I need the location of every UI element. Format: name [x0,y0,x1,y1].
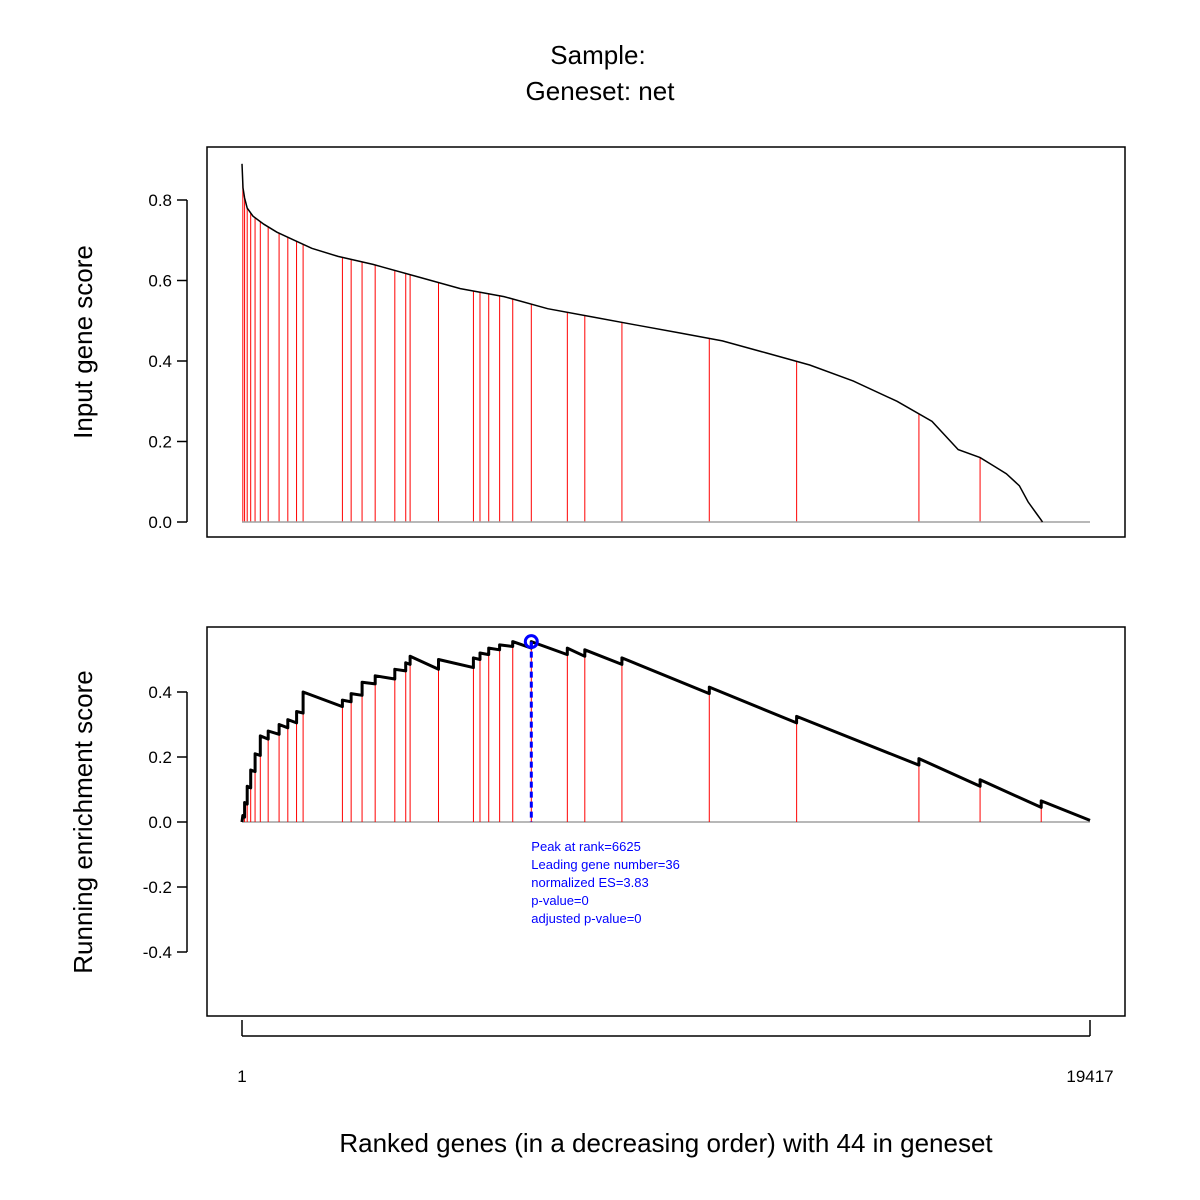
peak-annotation-1: Leading gene number=36 [531,857,680,872]
title-sample: Sample: [550,40,645,70]
bottom-ytick-label-3: 0.2 [148,748,172,767]
x-axis-label: Ranked genes (in a decreasing order) wit… [339,1128,993,1158]
top-ytick-label-0: 0.0 [148,513,172,532]
gene-score-curve [241,163,1044,523]
bottom-ytick-label-4: 0.4 [148,683,172,702]
top-hit-lines [242,182,1042,522]
running-es-line [240,640,1091,823]
title-geneset: Geneset: net [526,76,676,106]
peak-annotation-3: p-value=0 [531,893,588,908]
top-ytick-label-3: 0.6 [148,272,172,291]
bottom-ytick-label-1: -0.2 [143,878,172,897]
peak-annotation-2: normalized ES=3.83 [531,875,648,890]
top-ytick-label-4: 0.8 [148,191,172,210]
bottom-ytick-label-0: -0.4 [143,943,172,962]
running-es-curve [240,640,1091,823]
bottom-xtick-label-0: 1 [237,1067,246,1086]
top-ytick-label-2: 0.4 [148,352,172,371]
peak-annotations: Peak at rank=6625 Leading gene number=36 n… [531,839,680,926]
peak-annotation-0: Peak at rank=6625 [531,839,641,854]
gene-score-line [241,163,1044,523]
bottom-ylabel: Running enrichment score [68,670,98,974]
peak-marker-group [523,634,539,822]
enrichment-panel: -0.4 -0.2 0.0 0.2 0.4 1 19417 Peak at rank=66… [68,626,1126,1086]
bottom-panel-frame [206,626,1126,1017]
top-ylabel: Input gene score [68,245,98,439]
top-panel-frame [206,146,1126,538]
bottom-x-axis: 1 19417 [237,1020,1114,1086]
peak-marker [523,634,539,650]
bottom-xtick-label-1: 19417 [1066,1067,1113,1086]
peak-annotation-4: adjusted p-value=0 [531,911,641,926]
top-ytick-label-1: 0.2 [148,433,172,452]
bottom-y-axis: -0.4 -0.2 0.0 0.2 0.4 [143,683,188,962]
gene-score-panel: 0.0 0.2 0.4 0.6 0.8 Input gene score [68,146,1126,538]
bottom-ytick-label-2: 0.0 [148,813,172,832]
top-y-axis: 0.0 0.2 0.4 0.6 0.8 [148,191,188,532]
bottom-hit-lines [242,641,1042,822]
